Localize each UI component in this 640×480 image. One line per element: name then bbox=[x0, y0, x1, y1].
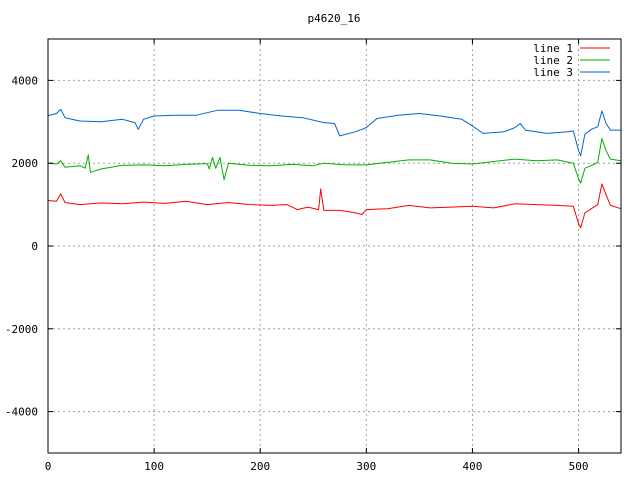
series-line-3 bbox=[47, 108, 621, 157]
x-tick-label: 300 bbox=[356, 460, 376, 473]
series-line-2 bbox=[47, 137, 622, 184]
series-line-1 bbox=[47, 183, 622, 229]
grid-lines bbox=[48, 39, 621, 453]
legend-label: line 3 bbox=[533, 66, 573, 79]
legend-label: line 2 bbox=[533, 54, 573, 67]
y-tick-label: 2000 bbox=[12, 157, 39, 170]
y-tick-label: -4000 bbox=[5, 406, 38, 419]
y-tick-label: -2000 bbox=[5, 323, 38, 336]
x-tick-label: 0 bbox=[45, 460, 52, 473]
x-tick-label: 500 bbox=[569, 460, 589, 473]
x-tick-label: 400 bbox=[463, 460, 483, 473]
y-tick-label: 4000 bbox=[12, 74, 39, 87]
chart-title: p4620_16 bbox=[308, 12, 361, 25]
axis-ticks: 0 100 200 300 400 500 -4000 -2000 0 2000 4000 bbox=[5, 39, 621, 473]
y-tick-label: 0 bbox=[31, 240, 38, 253]
legend-label: line 1 bbox=[533, 42, 573, 55]
series-layer bbox=[47, 108, 622, 229]
x-tick-label: 200 bbox=[250, 460, 270, 473]
x-tick-label: 100 bbox=[144, 460, 164, 473]
